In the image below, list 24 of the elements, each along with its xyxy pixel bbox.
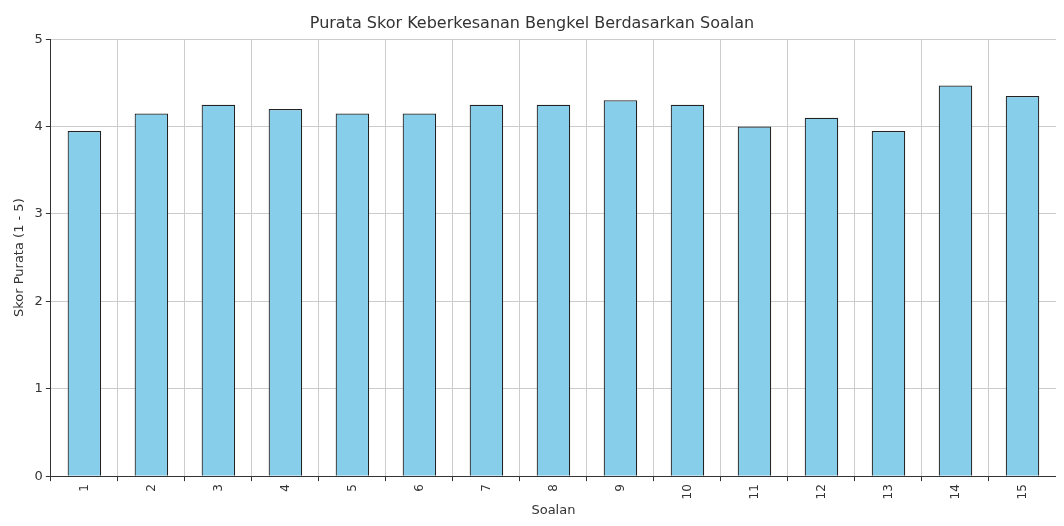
y-tick-label: 0 [34,467,43,483]
chart-title: Purata Skor Keberkesanan Bengkel Berdasarkan Soalan [309,12,755,32]
x-tick-label: 9 [612,484,627,492]
x-axis-title: Soalan [531,501,576,517]
y-tick-label: 3 [34,205,43,221]
x-tick-label: 13 [880,484,895,500]
y-axis-title: Skor Purata (1 - 5) [11,198,27,318]
y-tick-label: 2 [34,292,43,308]
x-tick-label: 11 [746,484,761,500]
x-tick-label: 7 [478,484,493,492]
x-tick-label: 1 [76,484,91,492]
x-tick-label: 6 [411,484,426,492]
x-tick-label: 5 [344,484,359,492]
x-tick-label: 2 [143,484,158,492]
x-tick-label: 12 [813,484,828,500]
y-tick-label: 4 [34,117,43,133]
x-tick-label: 8 [545,484,560,492]
x-tick-label: 10 [679,484,694,500]
x-tick-label: 4 [277,484,292,492]
y-tick-label: 1 [34,380,43,396]
y-tick-label: 5 [34,30,43,46]
x-tick-label: 15 [1014,484,1029,500]
x-tick-label: 14 [947,484,962,500]
x-tick-label: 3 [210,484,225,492]
